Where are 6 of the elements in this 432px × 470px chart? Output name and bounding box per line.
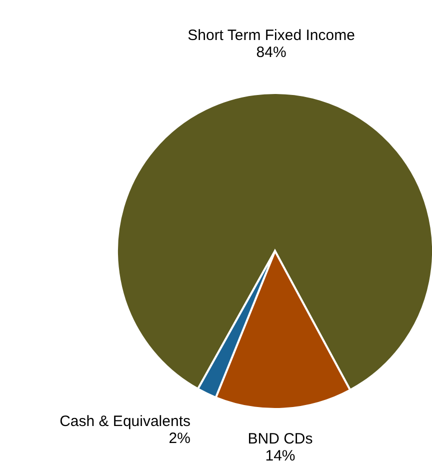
data-label: 14% <box>265 448 296 465</box>
slice-label: Short Term Fixed Income <box>188 27 355 44</box>
data-label: 2% <box>168 430 190 447</box>
data-label: 84% <box>256 44 286 62</box>
slice-label: BND CDs <box>248 430 313 448</box>
slice-label: Cash & Equivalents <box>60 412 190 430</box>
